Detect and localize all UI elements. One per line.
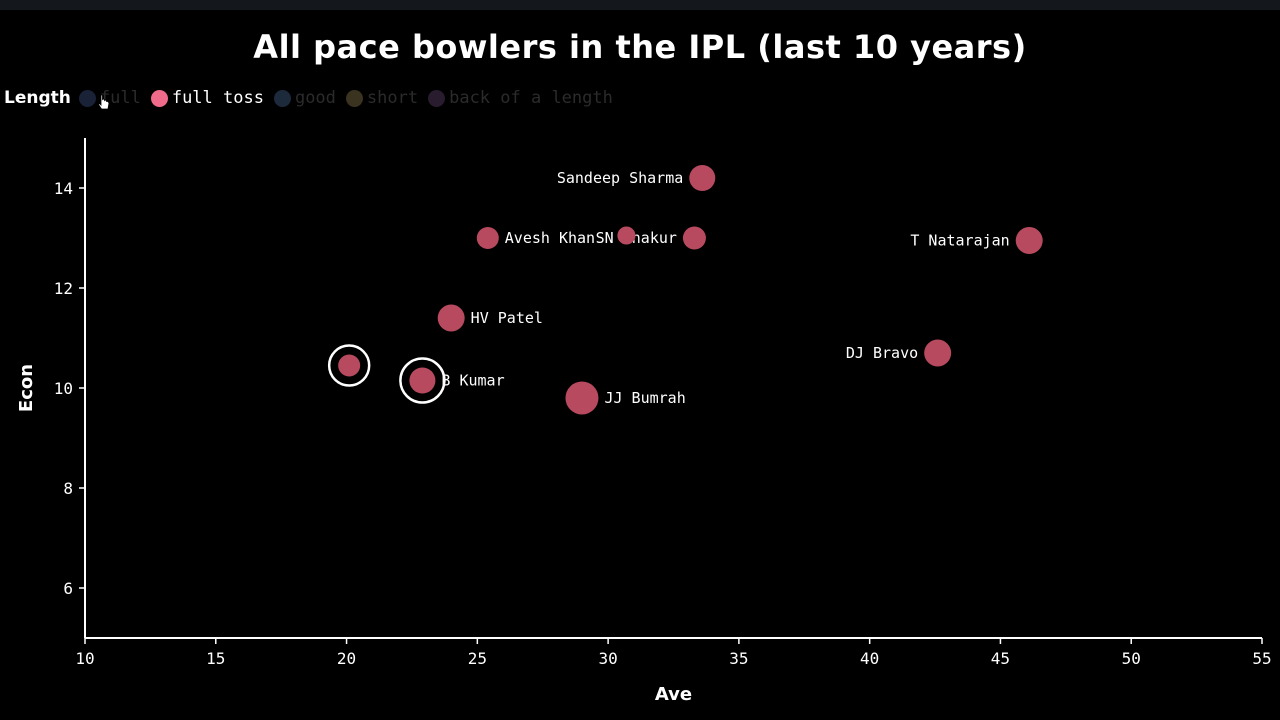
y-axis-label: Econ: [16, 364, 37, 412]
legend-item-short[interactable]: short: [345, 88, 419, 108]
x-tick-label: 25: [468, 649, 487, 668]
y-tick-label: 6: [63, 579, 73, 598]
point-label: SN Thakur: [596, 229, 677, 247]
point-marker: [617, 226, 636, 245]
legend-label-full: full: [99, 88, 141, 108]
y-tick-label: 10: [54, 379, 73, 398]
legend-item-full[interactable]: full: [78, 88, 141, 108]
point-marker: [409, 367, 436, 394]
chart-marks: Sandeep Sharma Avesh Khan SN Thakur T Natar…: [327, 165, 1043, 415]
x-tick-label: 15: [206, 649, 225, 668]
y-tick-label: 14: [54, 179, 73, 198]
point-marker: [689, 165, 716, 191]
legend-title: Length: [4, 88, 71, 108]
x-tick-label: 20: [337, 649, 356, 668]
axes: 10 15 20 25 30 35 40 45 50 55 6 8 10 12 14: [54, 138, 1272, 668]
point-marker: [476, 227, 499, 249]
legend-label-full-toss: full toss: [171, 88, 264, 108]
y-tick-label: 8: [63, 479, 73, 498]
point-label: Sandeep Sharma: [557, 169, 683, 187]
point-label: Avesh Khan: [505, 229, 595, 247]
mouse-pointer-icon: [98, 94, 110, 110]
highlight-ring: [399, 357, 446, 404]
data-point: B Kumar: [399, 357, 505, 404]
point-label: JJ Bumrah: [604, 389, 685, 407]
legend-swatch-back-of-a-length: [428, 89, 446, 107]
top-bar: [0, 0, 1280, 10]
point-label: B Kumar: [441, 372, 504, 390]
point-marker: [924, 339, 952, 367]
data-point: Avesh Khan: [476, 227, 595, 249]
legend-label-short: short: [366, 88, 419, 108]
legend-swatch-full: [78, 89, 96, 107]
data-point: [617, 226, 636, 245]
legend-label-good: good: [294, 88, 336, 108]
x-tick-label: 30: [598, 649, 617, 668]
data-point: Sandeep Sharma: [557, 165, 716, 191]
chart-title: All pace bowlers in the IPL (last 10 yea…: [253, 28, 1027, 66]
point-marker: [565, 381, 599, 415]
point-label: DJ Bravo: [846, 344, 918, 362]
data-point: T Natarajan: [910, 227, 1043, 254]
x-tick-label: 35: [729, 649, 748, 668]
data-point: JJ Bumrah: [565, 381, 686, 415]
legend-item-good[interactable]: good: [273, 88, 336, 108]
legend-swatch-full-toss: [150, 89, 168, 107]
highlight-ring: [327, 344, 371, 387]
point-label: HV Patel: [471, 309, 543, 327]
legend-swatch-good: [273, 89, 291, 107]
legend: Length full full toss good short back of…: [4, 86, 623, 110]
x-tick-label: 45: [991, 649, 1010, 668]
point-marker: [1015, 227, 1043, 254]
point-marker: [682, 226, 706, 250]
legend-swatch-short: [345, 89, 363, 107]
x-axis-label: Ave: [655, 684, 692, 705]
point-marker: [338, 354, 361, 377]
x-tick-label: 10: [75, 649, 94, 668]
x-tick-label: 40: [860, 649, 879, 668]
legend-item-full-toss[interactable]: full toss: [150, 88, 264, 108]
y-tick-label: 12: [54, 279, 73, 298]
x-tick-label: 55: [1252, 649, 1271, 668]
data-point: [327, 344, 371, 387]
legend-item-back-of-a-length[interactable]: back of a length: [428, 88, 613, 108]
data-point: HV Patel: [437, 304, 543, 332]
legend-label-back-of-a-length: back of a length: [449, 88, 613, 108]
point-marker: [437, 304, 465, 332]
data-point: SN Thakur: [596, 226, 706, 250]
point-label: T Natarajan: [910, 232, 1009, 250]
x-tick-label: 50: [1122, 649, 1141, 668]
data-point: DJ Bravo: [846, 339, 952, 367]
